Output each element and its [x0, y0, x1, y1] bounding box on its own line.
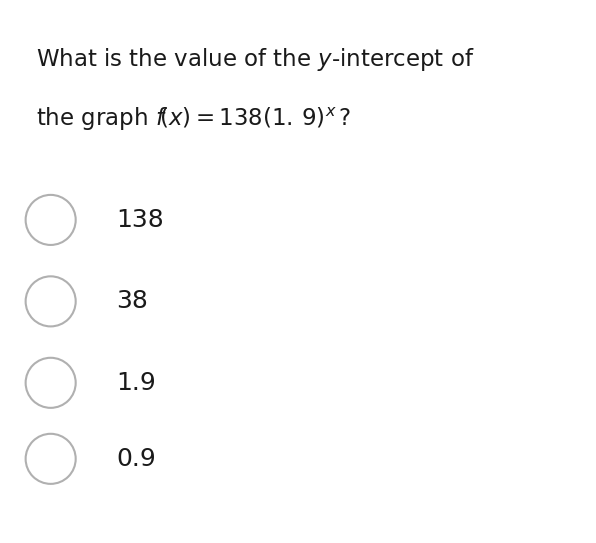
- Text: the graph $f\!\left(x\right) = 138(1.\,9)^{x}$$\,?$: the graph $f\!\left(x\right) = 138(1.\,9…: [36, 106, 351, 133]
- Text: 1.9: 1.9: [116, 371, 156, 395]
- Text: 38: 38: [116, 289, 148, 313]
- Text: What is the value of the $y$-intercept of: What is the value of the $y$-intercept o…: [36, 46, 474, 73]
- Text: 0.9: 0.9: [116, 447, 156, 471]
- Text: 138: 138: [116, 208, 164, 232]
